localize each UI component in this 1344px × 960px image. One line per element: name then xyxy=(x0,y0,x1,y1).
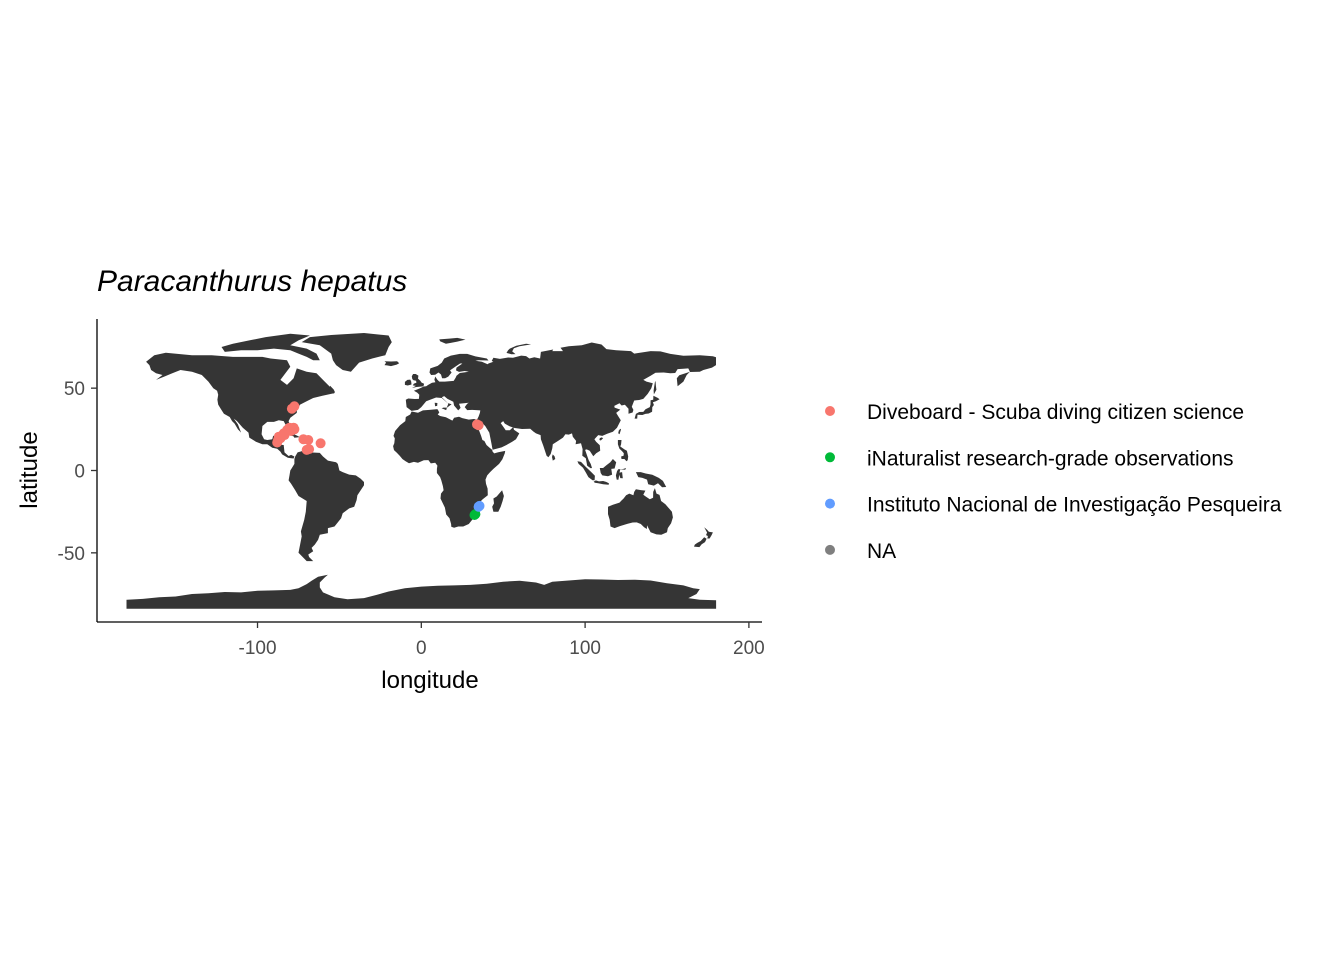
land-sicily xyxy=(441,407,447,411)
land-java xyxy=(593,480,609,485)
land-hainan xyxy=(599,437,604,441)
land-new-guinea xyxy=(635,472,667,488)
land-south-america xyxy=(288,450,364,562)
land-iceland xyxy=(384,361,400,367)
land-taiwan xyxy=(618,428,621,435)
legend-key xyxy=(825,452,835,463)
y-tick-label: -50 xyxy=(58,544,85,565)
land-new-zealand-south xyxy=(694,537,707,548)
land-madagascar xyxy=(492,490,504,512)
x-tick-label: 0 xyxy=(416,638,427,659)
legend-key xyxy=(825,406,835,416)
occurrence-point xyxy=(304,444,315,455)
occurrence-point xyxy=(469,510,480,520)
legend-label: Instituto Nacional de Investigação Pesqu… xyxy=(867,494,1282,517)
occurrence-point xyxy=(286,403,297,414)
land-new-zealand-north xyxy=(704,527,713,539)
occurrence-point xyxy=(473,501,484,512)
legend-label: NA xyxy=(867,540,896,563)
x-axis-ticks: -100 0 100 200 xyxy=(239,622,765,659)
land-svalbard xyxy=(439,337,466,344)
land-eurasia xyxy=(405,342,716,469)
legend-label: iNaturalist research-grade observations xyxy=(867,447,1234,470)
x-axis-title: longitude xyxy=(381,667,478,694)
land-africa xyxy=(393,409,506,528)
x-tick-label: -100 xyxy=(239,638,277,659)
y-axis-title: latitude xyxy=(16,431,43,508)
land-sulawesi xyxy=(615,468,627,480)
y-axis-ticks: 50 0 -50 xyxy=(58,379,97,565)
land-ireland xyxy=(404,379,412,386)
occurrence-point xyxy=(288,422,299,433)
x-tick-label: 100 xyxy=(569,638,601,659)
y-tick-label: 0 xyxy=(74,462,85,483)
land-sumatra xyxy=(577,461,595,481)
occurrence-point xyxy=(315,438,326,449)
land-antarctica xyxy=(126,574,717,609)
land-novaya-zemlya xyxy=(506,343,532,355)
land-canadian-arctic xyxy=(221,333,320,361)
legend-label: Diveboard - Scuba diving citizen science xyxy=(867,401,1244,424)
chart-title: Paracanthurus hepatus xyxy=(97,265,407,298)
legend-key xyxy=(825,498,835,509)
land-philippines xyxy=(617,440,629,462)
legend: Diveboard - Scuba diving citizen science… xyxy=(825,401,1282,563)
occurrence-points xyxy=(272,401,485,520)
land-sri-lanka xyxy=(552,454,556,461)
land-japan xyxy=(634,395,660,419)
land-newfoundland xyxy=(324,385,335,394)
land-australia xyxy=(608,488,673,535)
land-great-britain xyxy=(411,374,425,388)
land-north-america xyxy=(146,352,335,459)
y-tick-label: 50 xyxy=(64,379,85,400)
land-greenland xyxy=(301,333,392,372)
legend-key xyxy=(825,544,835,555)
occurrence-point xyxy=(473,420,484,431)
land-borneo xyxy=(599,459,617,477)
land-sardinia xyxy=(434,402,438,407)
x-tick-label: 200 xyxy=(733,638,765,659)
occurrence-point xyxy=(303,435,314,445)
world-basemap xyxy=(126,333,717,609)
land-sakhalin xyxy=(653,380,657,395)
